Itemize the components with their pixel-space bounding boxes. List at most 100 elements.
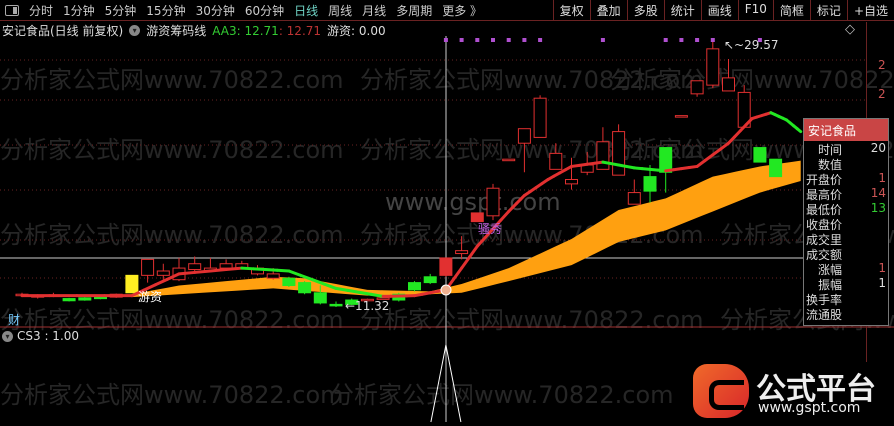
ma-line-segment [263,268,279,272]
ma-line-segment [252,267,267,272]
tooltip-row: 开盘价 1 [804,171,888,187]
ma-line-segment [358,290,373,296]
period-tab[interactable]: 周线 [328,3,353,18]
signal-dot [695,38,700,42]
toolbar-button[interactable]: 叠加 [589,0,627,21]
tooltip-key: 数值 [817,158,842,172]
tooltip-value: 13 [870,201,886,215]
axis-label: 2 [878,87,886,101]
candle-body [612,131,626,176]
indicator-dropdown-icon[interactable]: ▾ [129,25,141,36]
period-tab[interactable]: 1分钟 [63,3,95,18]
toolbar-button[interactable]: 复权 [552,0,590,21]
ma-line-segment [719,141,730,151]
ma-line-segment [491,218,503,231]
tooltip-key: 最高价 [805,188,842,202]
gspt-logo: 公式平台 www.gspt.com [690,362,876,422]
tooltip-key: 换手率 [805,293,842,307]
candle-body [313,292,327,304]
period-tab[interactable]: 月线 [362,3,387,18]
period-tab[interactable]: 30分钟 [195,3,235,18]
ma-line-segment [322,282,338,290]
candle-body [282,277,296,287]
ma-line-segment [475,236,487,248]
signal-dot [506,38,511,42]
diamond-icon[interactable]: ◇ [845,22,855,37]
candle-body [439,257,453,276]
logo-title: 公式平台 [756,372,876,407]
subpanel-legend: ▾ CS3 : 1.00 [2,329,79,343]
candle-body [470,212,484,223]
period-tab[interactable]: 分时 [29,3,54,18]
period-tab[interactable]: 15分钟 [146,3,186,18]
candle-body [62,298,76,302]
ma-line-segment [369,292,385,298]
toolbar-button[interactable]: 统计 [663,0,701,21]
signal-dot [522,38,527,42]
tooltip-key: 流通股 [805,308,842,322]
tooltip-row: 最低价 13 [804,201,888,217]
period-tab[interactable]: 多周期 [396,3,433,18]
candle-body [674,115,688,118]
toolbar-button[interactable]: 画线 [700,0,738,21]
special-signal-label: 骚秀 [478,222,503,236]
tooltip-title: 安记食品 [804,119,888,141]
tooltip-row: 流通股 [804,306,888,322]
toolbar-button[interactable]: +自选 [846,0,894,21]
axis-label: 2 [878,58,886,72]
tooltip-key: 开盘价 [805,173,842,187]
data-tooltip: 安记食品 时间 20 数值 开盘价 1 最高价 14 最低价 13 收盘价 成交里 成交额 涨幅 1 振幅 1… [803,118,889,326]
candle-body [78,297,92,301]
cs3-spike [430,344,462,423]
signal-dot [600,38,605,42]
tooltip-row: 成交额 [804,246,888,262]
ma-line-segment [483,227,495,240]
signal-dot [538,38,543,42]
window-toggle-icon[interactable] [5,4,19,16]
toolbar-button[interactable]: 标记 [809,0,847,21]
ma-line-segment [467,244,479,259]
candle-body [627,192,641,205]
logo-g-icon [693,364,749,418]
ma-line-segment [240,266,256,271]
youzi-label: 游资 [138,290,163,304]
tooltip-value: 1 [878,171,886,185]
candle-body [533,97,547,138]
toolbar-button[interactable]: 简框 [772,0,810,21]
period-tab[interactable]: 5分钟 [104,3,137,18]
candle-body [125,274,139,294]
chip-band [131,160,801,298]
ma-line-segment [224,266,244,272]
subpanel-dropdown-icon[interactable]: ▾ [2,330,13,342]
candle-body [643,176,657,192]
toolbar-button[interactable]: F10 [737,0,773,21]
high-price-label: ↖~29.57 [724,38,779,52]
period-tab[interactable]: 更多 》 [442,3,483,18]
candle-body [360,298,374,302]
youzi-value: 游资: 0.00 [327,24,386,38]
indicator-legend: 安记食品(日线 前复权) ▾ 游资筹码线 AA3: 12.71 : 12.71 … [2,22,386,39]
stock-title: 安记食品(日线 前复权) [2,24,124,38]
cs3-value: CS3 : 1.00 [17,329,80,343]
candle-body [455,250,469,255]
signal-dot [459,38,464,42]
tooltip-key: 最低价 [805,203,842,217]
period-tab[interactable]: 日线 [294,3,319,18]
period-tab[interactable]: 60分钟 [244,3,285,18]
ma-line-segment [208,268,228,273]
candle-body [298,282,312,294]
toolbar-button[interactable]: 多股 [626,0,664,21]
ma-line-segment [703,153,715,163]
ma-line-segment [153,277,169,287]
candle-body [517,128,531,144]
tooltip-row: 换手率 [804,291,888,307]
tooltip-row: 振幅 1 [804,276,888,292]
ma-line-segment [695,159,707,168]
ma-line-segment [711,147,723,157]
ma-line-segment [795,127,803,134]
cai-label[interactable]: 财 [8,313,21,327]
tooltip-row: 成交里 [804,231,888,247]
candle-body [549,152,563,170]
ma-line-segment [130,288,146,298]
